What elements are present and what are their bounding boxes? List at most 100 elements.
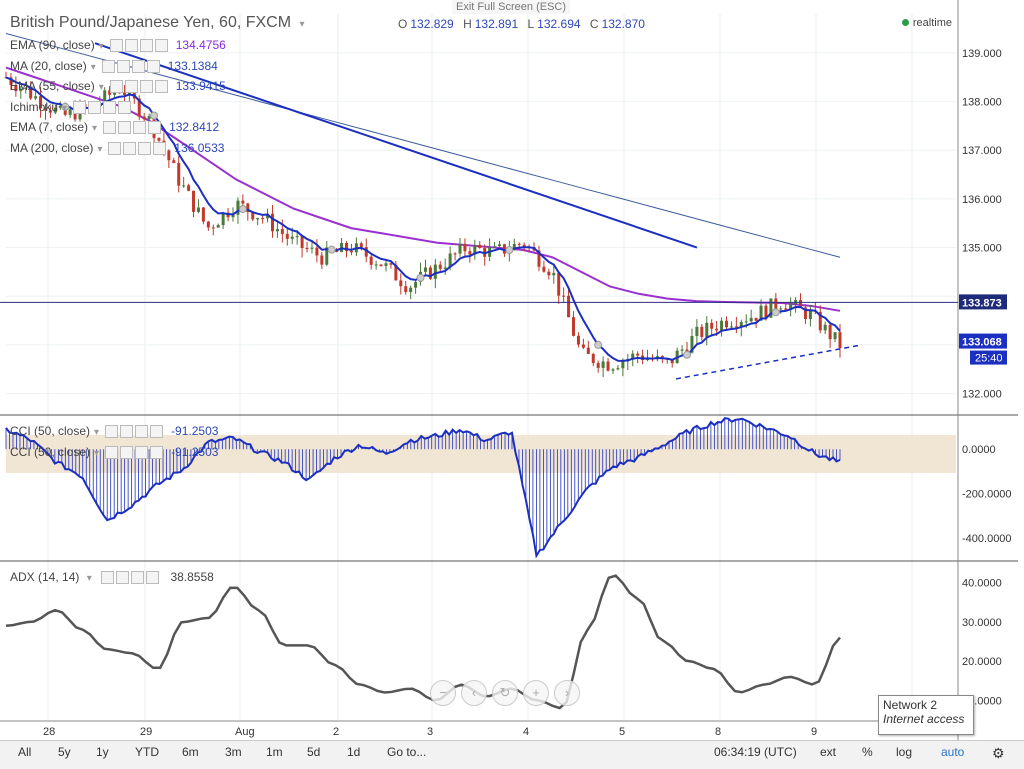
- candle-body: [808, 310, 812, 320]
- candle-body: [24, 87, 28, 89]
- zoom-out-icon[interactable]: −: [430, 680, 456, 706]
- range-button[interactable]: All: [18, 745, 32, 759]
- format-icon[interactable]: [135, 425, 149, 439]
- format-icon[interactable]: [138, 141, 152, 155]
- candle-body: [749, 317, 753, 322]
- range-button[interactable]: 1m: [266, 745, 283, 759]
- candle-body: [43, 108, 47, 111]
- legend-value: -91.2503: [171, 445, 219, 459]
- chevron-down-icon[interactable]: ▾: [86, 573, 92, 584]
- legend-row[interactable]: EMA (90, close) ▾ 134.4756: [10, 38, 226, 53]
- close-icon[interactable]: [150, 446, 164, 460]
- legend-row[interactable]: EMA (7, close) ▾ 132.8412: [10, 120, 219, 135]
- log-button[interactable]: log: [896, 745, 913, 759]
- eye-icon[interactable]: [105, 446, 119, 460]
- range-button[interactable]: 5d: [307, 745, 321, 759]
- format-icon[interactable]: [133, 121, 147, 135]
- legend-row[interactable]: EMA (55, close) ▾ 133.9415: [10, 79, 226, 94]
- exit-fullscreen-button[interactable]: Exit Full Screen (ESC): [452, 0, 571, 14]
- ext-button[interactable]: ext: [820, 745, 837, 759]
- format-icon[interactable]: [139, 39, 153, 53]
- range-button[interactable]: 3m: [225, 745, 242, 759]
- chevron-down-icon[interactable]: ▾: [94, 448, 100, 459]
- candle-body: [833, 332, 837, 340]
- cci-legend-row[interactable]: CCI (50, close) ▾ -91.2503: [10, 424, 218, 439]
- legend-row[interactable]: Ichimoku ▾: [10, 100, 139, 114]
- tooltip-title: Network 2: [883, 698, 938, 712]
- cci-line: [5, 417, 841, 559]
- close-icon[interactable]: [146, 59, 160, 73]
- eye-icon[interactable]: [73, 100, 87, 114]
- support-dashed-line[interactable]: [675, 344, 863, 380]
- cci-legend-row[interactable]: CCI (50, close) ▾ -91.2503: [10, 445, 219, 460]
- settings-icon[interactable]: [120, 425, 134, 439]
- candle-body: [764, 305, 768, 318]
- close-icon[interactable]: [154, 39, 168, 53]
- settings-icon[interactable]: [88, 100, 102, 114]
- range-button[interactable]: 5y: [58, 745, 71, 759]
- chevron-down-icon[interactable]: ▾: [94, 427, 100, 438]
- chevron-down-icon[interactable]: ▾: [92, 123, 98, 134]
- settings-icon[interactable]: [118, 121, 132, 135]
- scroll-right-icon[interactable]: ›: [554, 680, 580, 706]
- chart-title[interactable]: British Pound/Japanese Yen, 60, FXCM ▾: [10, 14, 305, 32]
- zoom-in-icon[interactable]: +: [523, 680, 549, 706]
- percent-button[interactable]: %: [862, 745, 873, 759]
- scroll-left-icon[interactable]: ‹: [461, 680, 487, 706]
- candle-body: [142, 116, 146, 120]
- range-button[interactable]: 6m: [182, 745, 199, 759]
- settings-icon[interactable]: [123, 141, 137, 155]
- candle-body: [187, 185, 191, 191]
- candle-body: [167, 150, 171, 161]
- candle-body: [201, 207, 205, 222]
- settings-icon[interactable]: [116, 571, 130, 585]
- chevron-down-icon[interactable]: ▾: [97, 143, 103, 155]
- chevron-down-icon[interactable]: ▾: [98, 41, 104, 52]
- close-icon[interactable]: [146, 571, 160, 585]
- format-icon[interactable]: [135, 446, 149, 460]
- close-icon[interactable]: [118, 100, 132, 114]
- candle-body: [799, 300, 803, 308]
- goto-button[interactable]: Go to...: [387, 745, 427, 759]
- range-button[interactable]: YTD: [135, 745, 159, 759]
- downtrend-line[interactable]: [94, 42, 698, 249]
- eye-icon[interactable]: [109, 39, 123, 53]
- candle-body: [720, 320, 724, 331]
- auto-button[interactable]: auto: [941, 745, 965, 759]
- range-button[interactable]: 1d: [347, 745, 361, 759]
- eye-icon[interactable]: [108, 141, 122, 155]
- close-icon[interactable]: [150, 425, 164, 439]
- eye-icon[interactable]: [109, 80, 123, 94]
- close-icon[interactable]: [153, 141, 167, 155]
- eye-icon[interactable]: [105, 425, 119, 439]
- settings-icon[interactable]: [124, 80, 138, 94]
- legend-value: 133.1384: [167, 58, 218, 73]
- legend-row[interactable]: MA (200, close) ▾ 136.0533: [10, 141, 224, 155]
- close-icon[interactable]: [148, 121, 162, 135]
- chevron-down-icon[interactable]: ▾: [98, 82, 104, 93]
- chevron-down-icon[interactable]: ▾: [62, 102, 68, 114]
- chevron-down-icon[interactable]: ▾: [90, 61, 96, 73]
- range-button[interactable]: 1y: [96, 745, 109, 759]
- gear-icon[interactable]: ⚙: [992, 745, 1005, 761]
- eye-icon[interactable]: [103, 121, 117, 135]
- legend-row[interactable]: MA (20, close) ▾ 133.1384: [10, 59, 218, 73]
- close-icon[interactable]: [154, 80, 168, 94]
- settings-icon[interactable]: [124, 39, 138, 53]
- format-icon[interactable]: [131, 571, 145, 585]
- format-icon[interactable]: [139, 80, 153, 94]
- settings-icon[interactable]: [120, 446, 134, 460]
- reset-icon[interactable]: ↻: [492, 680, 518, 706]
- format-icon[interactable]: [103, 100, 117, 114]
- candle-body: [216, 225, 220, 228]
- eye-icon[interactable]: [101, 59, 115, 73]
- high-value: 132.891: [474, 17, 519, 31]
- candle-body: [572, 317, 576, 336]
- candle-body: [68, 109, 72, 115]
- format-icon[interactable]: [131, 59, 145, 73]
- eye-icon[interactable]: [101, 571, 115, 585]
- settings-icon[interactable]: [116, 59, 130, 73]
- chevron-down-icon[interactable]: ▾: [299, 19, 305, 30]
- candle-body: [502, 244, 506, 254]
